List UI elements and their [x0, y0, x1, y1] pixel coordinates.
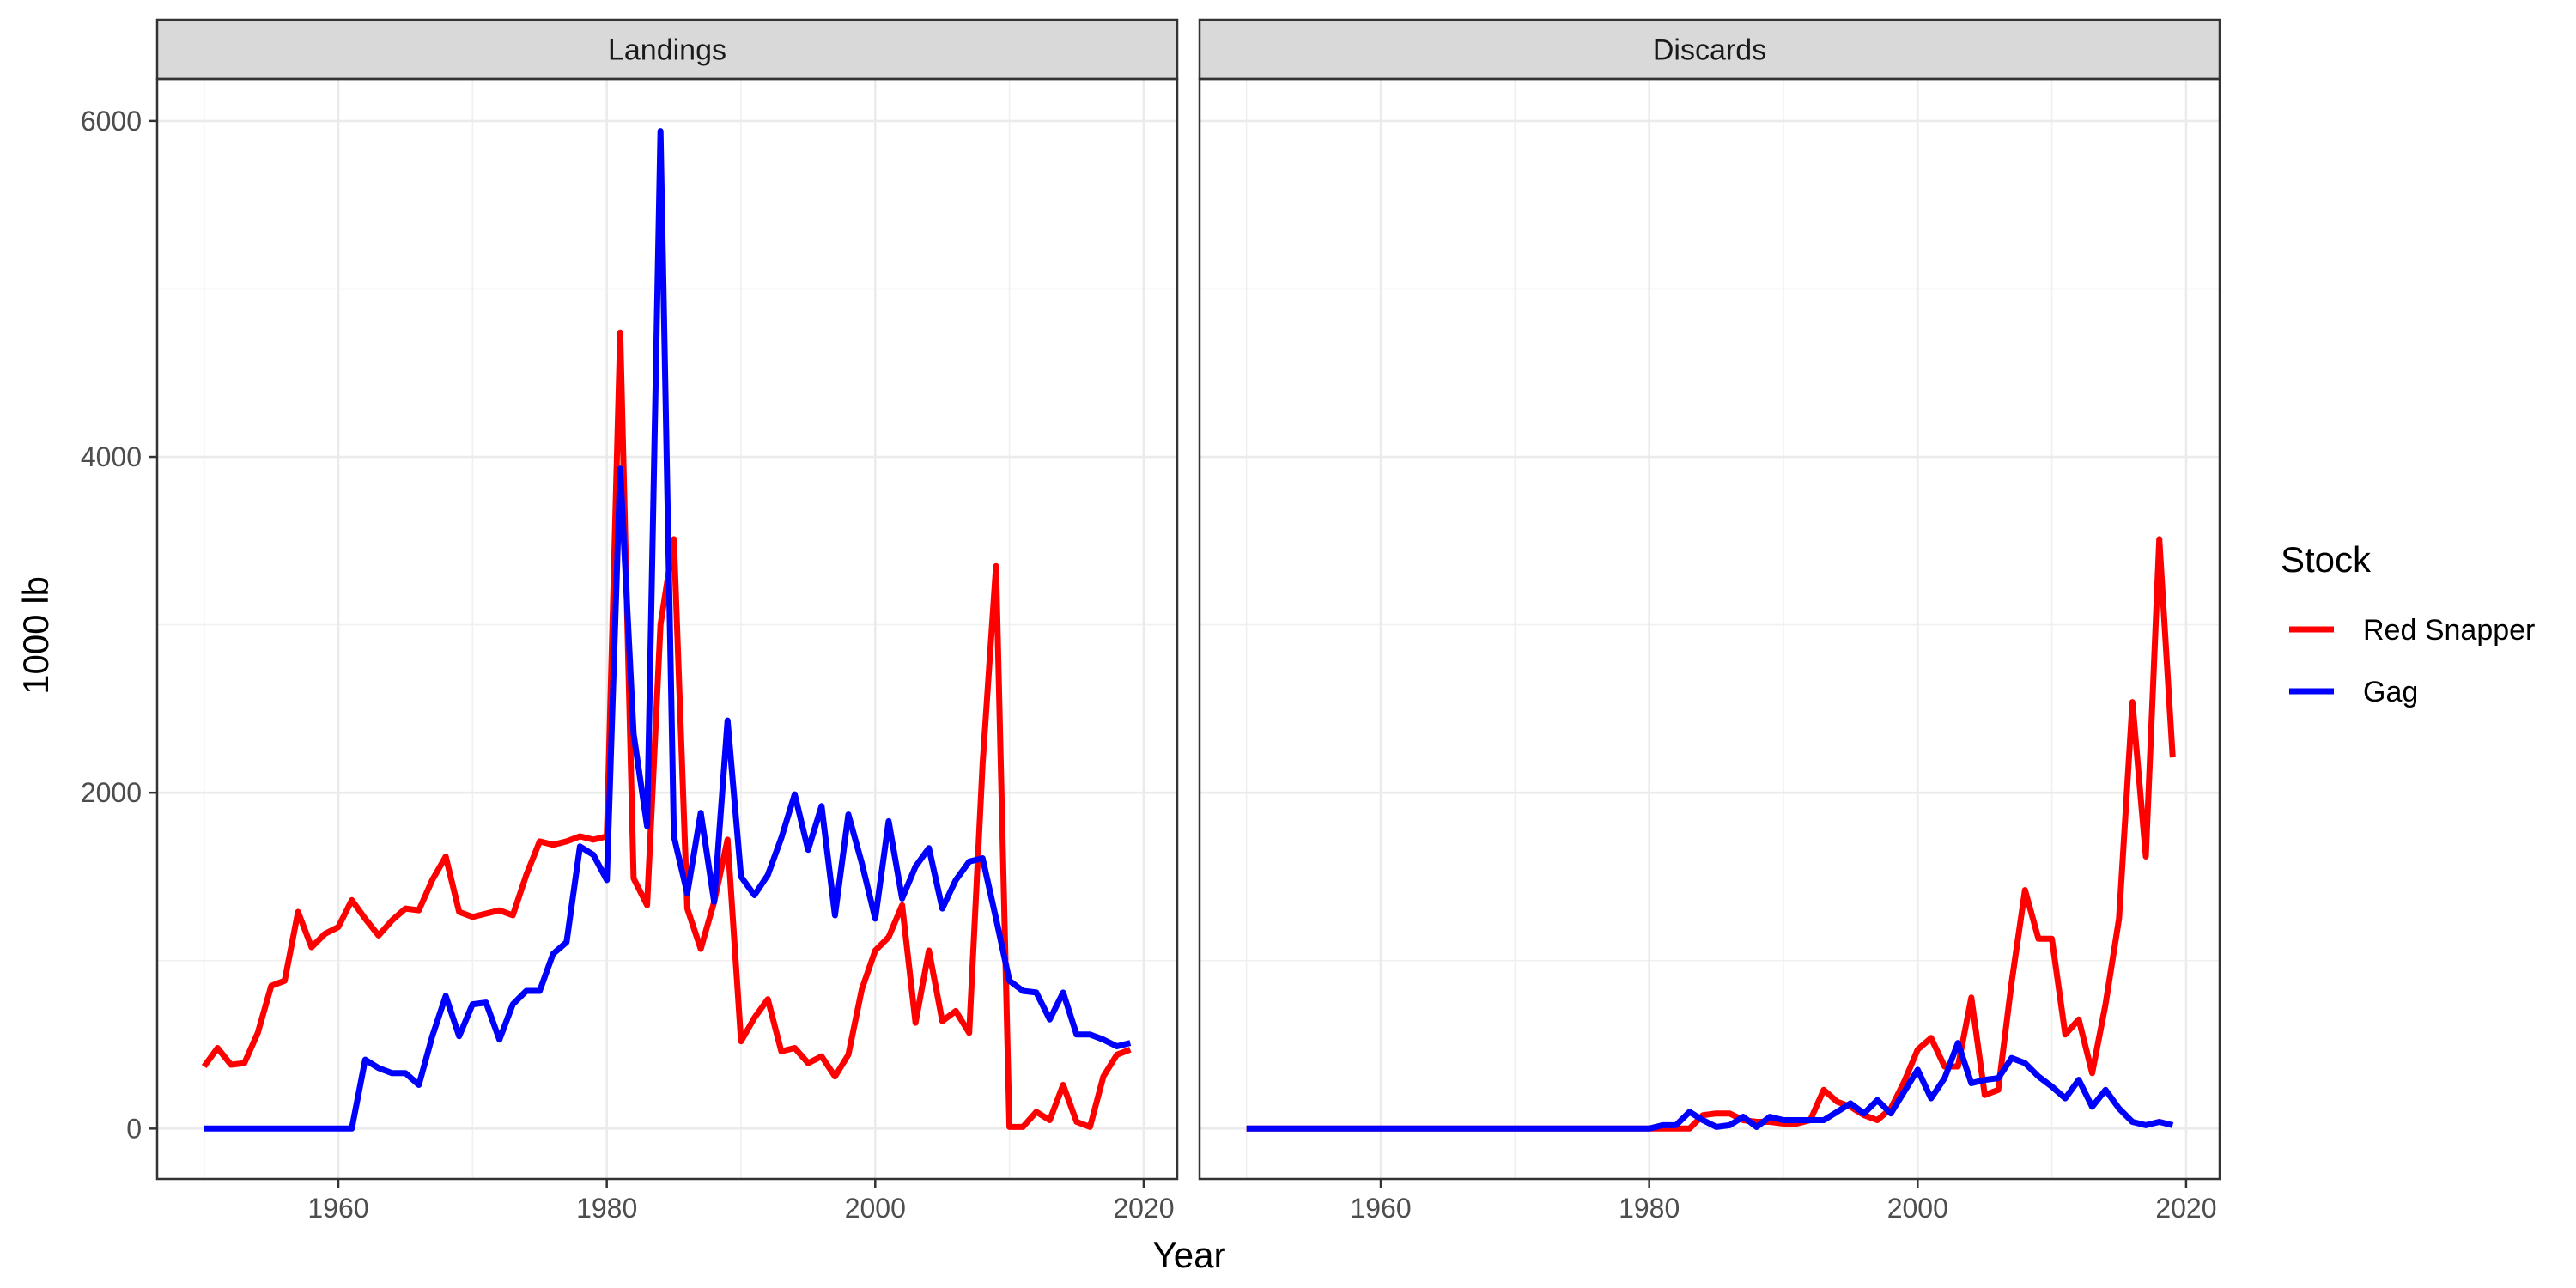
series-line-gag [1246, 1040, 2174, 1132]
panels-layer: Landings 1960 1980 2000 2020 0 2000 4000 6000 Dis… [81, 18, 2221, 1224]
x-tick-label: 2020 [2155, 1193, 2216, 1224]
strip-label: Discards [1653, 34, 1766, 67]
panel-landings: Landings 1960 1980 2000 2020 0 2000 4000 6000 [81, 18, 1179, 1224]
legend-entries: Red Snapper Gag [2289, 614, 2535, 708]
legend: Stock Red Snapper Gag [2281, 539, 2535, 708]
x-tick-label: 2000 [845, 1193, 906, 1224]
legend-label-gag: Gag [2363, 676, 2418, 708]
y-tick-label: 2000 [81, 777, 142, 808]
x-tick-label: 1980 [1619, 1193, 1680, 1224]
y-axis-title: 1000 lb [15, 576, 56, 695]
panel-border [1198, 77, 2221, 1181]
x-tick-label: 1980 [576, 1193, 637, 1224]
panel-background [1200, 79, 2220, 1179]
legend-title: Stock [2281, 539, 2372, 580]
x-tick-label: 1960 [307, 1193, 368, 1224]
y-tick-label: 6000 [81, 106, 142, 137]
x-axis-title: Year [1153, 1235, 1226, 1275]
strip-background [1198, 18, 2221, 81]
x-tick-label: 1960 [1350, 1193, 1411, 1224]
y-tick-label: 0 [126, 1113, 142, 1144]
x-tick-label: 2020 [1113, 1193, 1174, 1224]
y-tick-label: 4000 [81, 441, 142, 472]
strip-background [155, 18, 1179, 81]
panel-border [155, 77, 1179, 1181]
series-line-gag [204, 128, 1132, 1132]
strip-label: Landings [608, 34, 726, 67]
panel-discards: Discards 1960 1980 2000 2020 [1198, 18, 2221, 1224]
x-tick-label: 2000 [1887, 1193, 1948, 1224]
legend-label-red-snapper: Red Snapper [2363, 614, 2535, 647]
